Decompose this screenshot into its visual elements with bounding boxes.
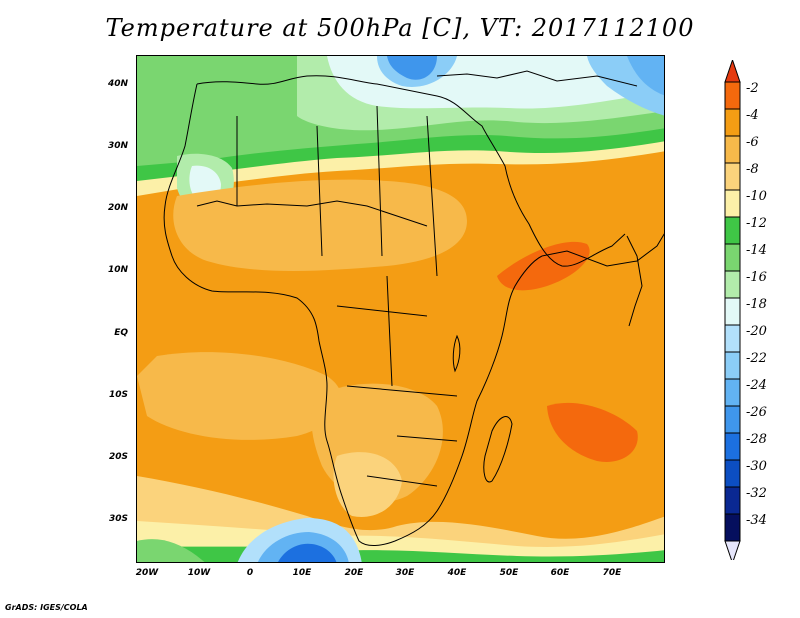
colorbar-label-minus16: -16 (746, 270, 767, 285)
colorbar-label-minus14: -14 (746, 243, 767, 258)
colorbar-arrow-bottom (724, 540, 741, 560)
region-minus10-south (333, 452, 402, 517)
colorbar-box (724, 297, 741, 326)
coastline-europe (436, 70, 638, 87)
colorbar-label-minus12: -12 (746, 216, 767, 231)
lat-label-40n: 40N (107, 79, 128, 89)
lake-victoria (452, 334, 461, 373)
lat-label-30n: 30N (107, 141, 128, 151)
region-minus8-atlantic (137, 352, 342, 440)
lat-label-eq: EQ (114, 328, 128, 338)
warm-spot-indian (547, 402, 638, 462)
cold-pool-core (278, 543, 337, 562)
colorbar-box (724, 81, 741, 110)
lon-label-10e: 10E (292, 568, 312, 578)
country-borders (236, 105, 458, 487)
coastlines (163, 70, 664, 546)
band-minus16-sw (137, 539, 205, 562)
colorbar-label-minus2: -2 (746, 81, 759, 96)
colorbar-label-minus20: -20 (746, 324, 767, 339)
colorbar-label-minus8: -8 (746, 162, 759, 177)
region-minus8-sahara (173, 179, 467, 271)
colorbar-box (724, 378, 741, 407)
colorbar-box (724, 432, 741, 461)
band-minus24-east (627, 56, 664, 96)
colorbar-label-minus26: -26 (746, 405, 767, 420)
lon-label-60e: 60E (550, 568, 570, 578)
colorbar-box (724, 324, 741, 353)
lat-label-20n: 20N (107, 203, 128, 213)
colorbar-label-minus24: -24 (746, 378, 767, 393)
colorbar-box (724, 459, 741, 488)
lat-label-20s: 20S (108, 452, 128, 462)
colorbar-box (724, 351, 741, 380)
lat-label-10n: 10N (107, 265, 128, 275)
colorbar-label-minus18: -18 (746, 297, 767, 312)
lon-label-40e: 40E (447, 568, 467, 578)
colorbar-label-minus10: -10 (746, 189, 767, 204)
coastline-africa (163, 83, 543, 546)
map-title: Temperature at 500hPa [C], VT: 201711210… (105, 14, 695, 42)
border-sahel (196, 200, 428, 227)
colorbar-box (724, 405, 741, 434)
lat-label-30s: 30S (108, 514, 128, 524)
band-minus26 (387, 56, 437, 80)
coastline-india (626, 235, 643, 327)
lon-label-30e: 30E (395, 568, 415, 578)
coastline-arabia (541, 233, 664, 267)
coastline-madagascar (483, 416, 513, 483)
colorbar-label-minus32: -32 (746, 486, 767, 501)
grads-credit: GrADS: IGES/COLA (5, 603, 88, 612)
colorbar-label-minus30: -30 (746, 459, 767, 474)
colorbar-box (724, 216, 741, 245)
temperature-field (137, 56, 664, 562)
colorbar-label-minus6: -6 (746, 135, 759, 150)
colorbar-box (724, 513, 741, 542)
lon-label-20e: 20E (344, 568, 364, 578)
colorbar-label-minus28: -28 (746, 432, 767, 447)
colorbar-label-minus22: -22 (746, 351, 767, 366)
lon-label-70e: 70E (602, 568, 622, 578)
colorbar-box (724, 135, 741, 164)
colorbar-label-minus34: -34 (746, 513, 767, 528)
colorbar-arrow-top (724, 60, 741, 83)
colorbar-box (724, 270, 741, 299)
colorbar-box (724, 243, 741, 272)
colorbar-box (724, 162, 741, 191)
colorbar-label-minus4: -4 (746, 108, 759, 123)
colorbar (724, 60, 741, 560)
colorbar-box (724, 189, 741, 218)
colorbar-box (724, 108, 741, 137)
map-panel (136, 55, 665, 563)
lon-label-50e: 50E (499, 568, 519, 578)
lon-label-20w: 20W (135, 568, 159, 578)
lat-label-10s: 10S (108, 390, 128, 400)
lon-label-0: 0 (246, 568, 254, 578)
colorbar-box (724, 486, 741, 515)
coastline-north (196, 75, 626, 267)
lon-label-10w: 10W (187, 568, 211, 578)
